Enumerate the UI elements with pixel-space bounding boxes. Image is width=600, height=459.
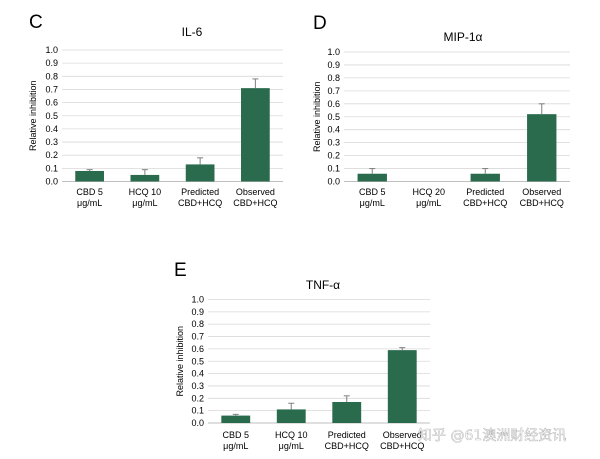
- y-tick-label: 0.8: [191, 319, 204, 329]
- bar: [357, 173, 387, 182]
- category-label: μg/mL: [360, 198, 385, 208]
- y-tick-label: 0.1: [45, 163, 58, 173]
- bar: [470, 173, 500, 182]
- y-tick-label: 0.5: [45, 111, 58, 121]
- panel-d-mip1a: D MIP-1α 0.0 0.1 0.2 0.3 0.4 0.5 0.6 0.7 0.8 0.9 1.0…: [312, 13, 570, 208]
- y-tick-label: 0.1: [191, 406, 204, 416]
- chart-title: IL-6: [182, 25, 203, 39]
- chart-title: MIP-1α: [444, 30, 483, 44]
- y-tick-label: 0.4: [191, 369, 204, 379]
- y-axis-label: Relative inhibition: [175, 326, 185, 397]
- category-label: Predicted: [328, 430, 366, 440]
- bar: [241, 88, 270, 182]
- y-tick-label: 0.7: [191, 332, 204, 342]
- y-tick-label: 0.5: [191, 356, 204, 366]
- category-label: Predicted: [181, 187, 219, 197]
- panel-letter: C: [29, 12, 43, 33]
- category-label: μg/mL: [416, 198, 441, 208]
- category-label: HCQ 20: [412, 187, 445, 197]
- y-tick-label: 0.6: [45, 98, 58, 108]
- y-tick-label: 0.3: [327, 138, 340, 148]
- chart-title: TNF-α: [306, 278, 340, 292]
- bar: [332, 402, 362, 423]
- category-label: CBD+HCQ: [233, 198, 277, 208]
- y-tick-label: 0.8: [45, 71, 58, 81]
- category-label: CBD+HCQ: [520, 198, 564, 208]
- category-label: μg/mL: [279, 441, 304, 451]
- y-tick-label: 0.7: [45, 84, 58, 94]
- y-tick-label: 0.0: [191, 418, 204, 428]
- y-tick-label: 0.4: [45, 124, 58, 134]
- bar: [221, 415, 251, 423]
- category-label: CBD 5: [76, 187, 103, 197]
- y-tick-label: 0.5: [327, 112, 340, 122]
- y-tick-label: 0.0: [327, 177, 340, 187]
- category-label: Observed: [383, 430, 422, 440]
- y-tick-label: 1.0: [191, 295, 204, 305]
- y-tick-label: 0.9: [45, 58, 58, 68]
- y-tick-label: 0.2: [191, 393, 204, 403]
- y-tick-label: 0.3: [191, 381, 204, 391]
- category-label: μg/mL: [77, 198, 102, 208]
- bar: [387, 350, 417, 423]
- bar: [527, 114, 557, 182]
- category-label: Predicted: [466, 187, 504, 197]
- y-tick-label: 0.2: [45, 150, 58, 160]
- category-label: HCQ 10: [129, 187, 162, 197]
- panel-letter: D: [313, 13, 327, 34]
- y-tick-label: 0.8: [327, 73, 340, 83]
- panel-letter: E: [174, 260, 187, 281]
- y-tick-label: 0.2: [327, 151, 340, 161]
- watermark: 知乎 @61澳洲财经资讯: [418, 427, 566, 444]
- y-axis-label: Relative inhibition: [28, 80, 38, 151]
- category-label: μg/mL: [132, 198, 157, 208]
- y-tick-label: 0.9: [327, 60, 340, 70]
- bar: [276, 409, 306, 423]
- category-label: HCQ 10: [275, 430, 308, 440]
- y-tick-label: 0.4: [327, 125, 340, 135]
- category-label: μg/mL: [223, 441, 248, 451]
- y-tick-label: 0.7: [327, 86, 340, 96]
- category-label: CBD+HCQ: [380, 441, 424, 451]
- category-label: CBD+HCQ: [178, 198, 222, 208]
- y-tick-label: 0.1: [327, 164, 340, 174]
- y-tick-label: 0.3: [45, 137, 58, 147]
- y-tick-label: 0.0: [45, 177, 58, 187]
- category-label: CBD+HCQ: [463, 198, 507, 208]
- y-axis-label: Relative inhibition: [312, 81, 322, 152]
- bar: [185, 164, 215, 182]
- y-tick-label: 0.6: [191, 344, 204, 354]
- y-tick-label: 1.0: [45, 45, 58, 55]
- bar: [75, 170, 104, 182]
- category-label: CBD+HCQ: [325, 441, 369, 451]
- y-tick-label: 0.9: [191, 307, 204, 317]
- category-label: Observed: [236, 187, 275, 197]
- category-label: CBD 5: [222, 430, 249, 440]
- category-label: CBD 5: [359, 187, 386, 197]
- panel-e-tnfa: E TNF-α 0.0 0.1 0.2 0.3 0.4 0.5 0.6 0.7 0.8 0.9 1.0 R…: [174, 260, 430, 451]
- y-tick-label: 1.0: [327, 47, 340, 57]
- panel-c-il6: C IL-6 0.0 0.1 0.2 0.3 0.4 0.5 0.6 0.7 0.8 0.9 1.0 Re…: [28, 12, 283, 208]
- category-label: Observed: [522, 187, 561, 197]
- y-tick-label: 0.6: [327, 99, 340, 109]
- bar: [130, 174, 160, 182]
